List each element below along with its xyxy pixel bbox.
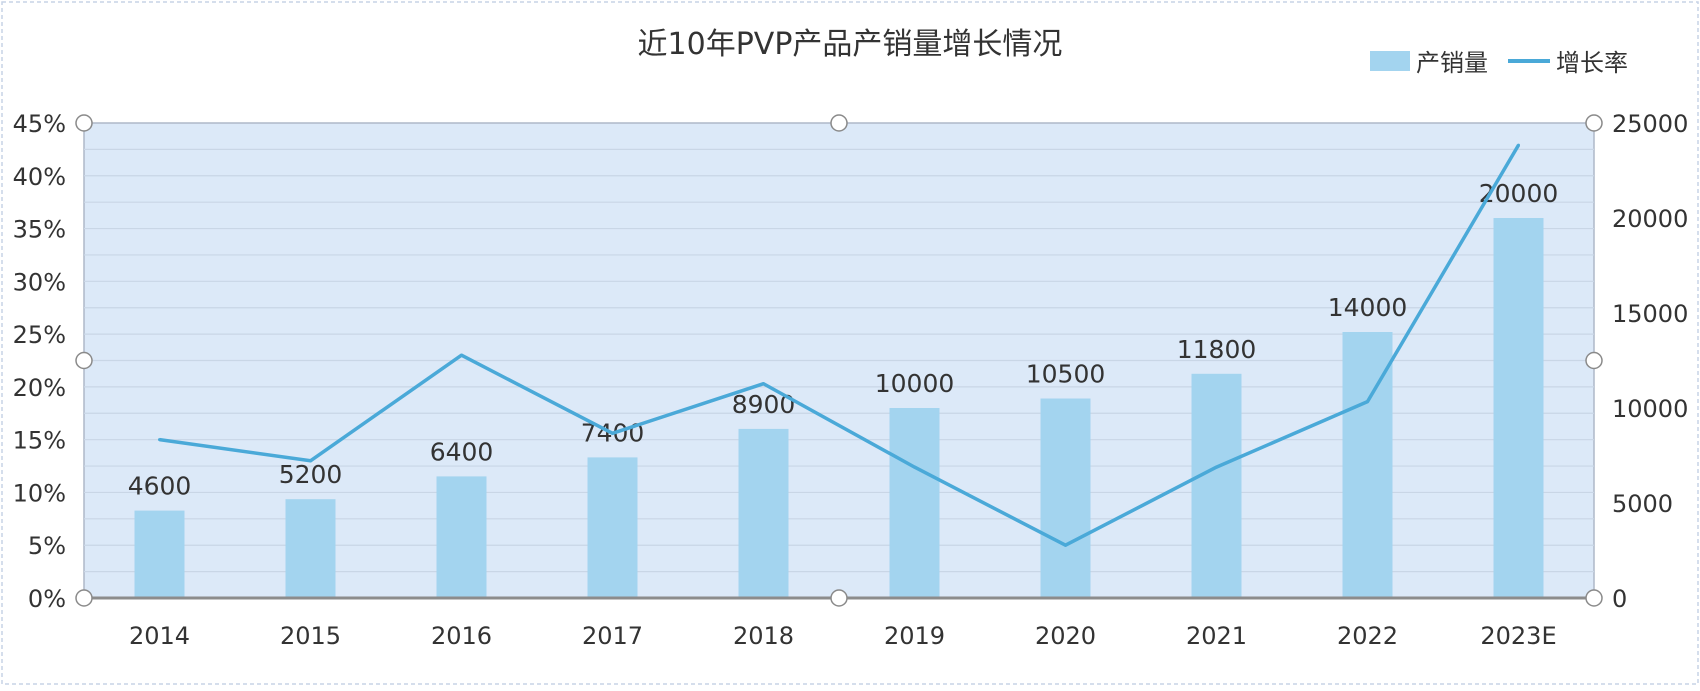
right-tick-label: 25000: [1612, 110, 1688, 138]
resize-handle[interactable]: [830, 114, 848, 132]
left-tick-label: 10%: [13, 479, 66, 507]
right-axis: 0 5000 10000 15000 20000 25000: [1612, 110, 1688, 613]
chart-title: 近10年PVP产品产销量增长情况: [638, 27, 1063, 62]
line-point: [913, 465, 916, 469]
right-tick-label: 0: [1612, 585, 1627, 613]
bar-data-label: 10500: [1026, 360, 1106, 389]
resize-handle[interactable]: [75, 351, 93, 370]
x-tick-label: 2018: [733, 622, 794, 650]
bar-data-label: 6400: [430, 437, 494, 466]
x-tick-label: 2017: [582, 622, 643, 650]
left-tick-label: 35%: [13, 216, 66, 244]
resize-handle[interactable]: [1585, 114, 1603, 132]
x-tick-label: 2016: [431, 622, 492, 650]
right-tick-label: 20000: [1612, 205, 1688, 233]
right-tick-label: 10000: [1612, 395, 1688, 423]
resize-handle[interactable]: [75, 114, 93, 132]
x-tick-label: 2020: [1035, 622, 1096, 650]
left-tick-label: 15%: [13, 427, 66, 455]
left-tick-label: 20%: [13, 374, 66, 402]
bar-data-label: 11800: [1177, 335, 1257, 364]
resize-handle[interactable]: [830, 589, 848, 607]
line-point: [1366, 400, 1369, 404]
bar: [1191, 373, 1242, 598]
bar-data-label: 14000: [1328, 293, 1408, 322]
legend-label-bar: 产销量: [1416, 49, 1488, 77]
bar: [1493, 218, 1544, 598]
line-point: [309, 459, 312, 463]
line-point: [611, 431, 614, 435]
bar-data-label: 4600: [128, 472, 192, 501]
left-tick-label: 30%: [13, 268, 66, 296]
x-tick-label: 2019: [884, 622, 945, 650]
x-tick-label: 2021: [1186, 622, 1247, 650]
legend-swatch-bar: [1370, 51, 1410, 71]
x-tick-label: 2022: [1337, 622, 1398, 650]
resize-handle[interactable]: [1585, 589, 1603, 607]
bar: [889, 408, 940, 598]
line-point: [762, 382, 765, 386]
line-point: [1517, 143, 1520, 147]
bar: [1040, 398, 1091, 598]
bar-series: [134, 218, 1544, 598]
resize-handle[interactable]: [1585, 351, 1603, 370]
line-series: [158, 143, 1521, 547]
growth-line: [159, 144, 1521, 547]
x-axis: 2014 2015 2016 2017 2018 2019 2020 2021 2022 2023…: [129, 622, 1557, 650]
line-point: [460, 353, 463, 357]
x-tick-label: 2014: [129, 622, 190, 650]
left-axis: 0% 5% 10% 15% 20% 25% 30% 35% 40% 45%: [13, 110, 66, 613]
legend: 产销量 增长率: [1370, 49, 1628, 77]
left-tick-label: 25%: [13, 321, 66, 349]
left-tick-label: 40%: [13, 163, 66, 191]
resize-handle[interactable]: [75, 589, 93, 607]
bar: [436, 476, 487, 598]
x-tick-label: 2015: [280, 622, 341, 650]
left-tick-label: 45%: [13, 110, 66, 138]
line-point: [158, 438, 161, 442]
bar: [587, 457, 638, 598]
bar-data-label: 5200: [279, 460, 343, 489]
x-tick-label: 2023E: [1480, 622, 1556, 650]
left-tick-label: 5%: [28, 532, 66, 560]
left-tick-label: 0%: [28, 585, 66, 613]
line-point: [1215, 465, 1218, 469]
legend-label-line: 增长率: [1556, 49, 1628, 77]
selection-handles[interactable]: [75, 114, 1603, 607]
bar: [738, 428, 789, 598]
right-tick-label: 15000: [1612, 300, 1688, 328]
bar: [285, 499, 336, 598]
line-point: [1064, 543, 1067, 547]
bar-data-label: 10000: [875, 369, 955, 398]
bar: [134, 510, 185, 598]
right-tick-label: 5000: [1612, 490, 1673, 518]
